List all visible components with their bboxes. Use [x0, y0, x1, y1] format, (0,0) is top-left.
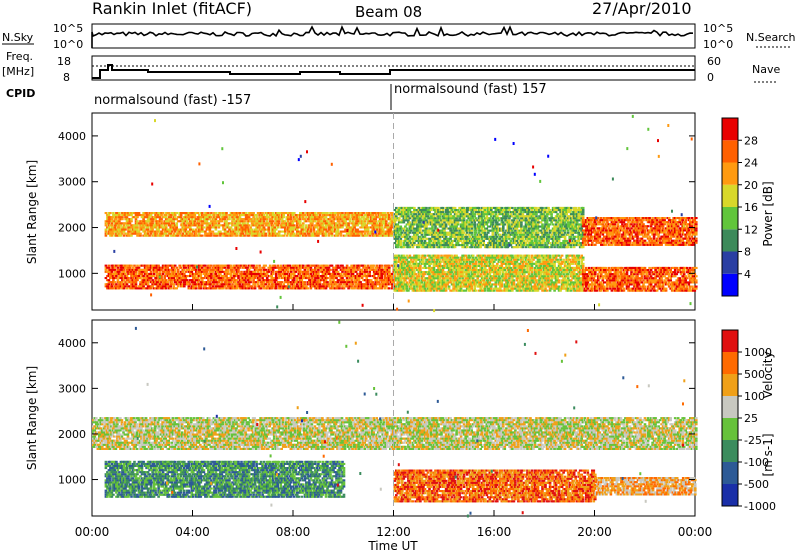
freq-panel [91, 55, 696, 81]
y-tick-label: 1000 [58, 267, 86, 280]
velocity-colorbar-swatch [722, 462, 738, 484]
y-tick-label: 3000 [58, 382, 86, 395]
beam-title: Beam 08 [355, 3, 422, 21]
y-tick-label: 4000 [58, 130, 86, 143]
power-colorbar-tick-label: 8 [744, 246, 751, 259]
scatter-band-4 [393, 254, 585, 292]
power-colorbar-tick-label: 16 [744, 201, 758, 214]
velocity-colorbar-label: Velocity [761, 351, 775, 398]
velocity-colorbar-tick-label: -1000 [744, 500, 776, 513]
power-colorbar-label: Power [dB] [761, 181, 775, 246]
power-colorbar-swatch [722, 207, 738, 230]
cpid-label: CPID [6, 87, 35, 100]
power-colorbar-tick-label: 12 [744, 223, 758, 236]
scatter-noise [134, 320, 686, 518]
scatter-band-5 [581, 217, 698, 246]
freq-trace [92, 64, 695, 79]
x-tick-label: 16:00 [477, 525, 512, 539]
velocity-colorbar-unit: [m s-1] [761, 433, 775, 476]
x-tick-label: 00:00 [678, 525, 713, 539]
velocity-colorbar-tick-label: 25 [744, 412, 758, 425]
power-colorbar-swatch [722, 273, 738, 296]
power-colorbar-tick-label: 20 [744, 179, 758, 192]
scatter-band-1 [104, 212, 396, 237]
velocity-colorbar-swatch [722, 374, 738, 396]
freq-label: Freq. [6, 50, 33, 63]
nsky-label: N.Sky [2, 31, 34, 44]
x-axis-label: Time UT [367, 539, 418, 553]
nave-label: Nave [752, 63, 780, 76]
power-colorbar-swatch [722, 140, 738, 163]
power-colorbar-swatch [722, 118, 738, 141]
station-title: Rankin Inlet (fitACF) [92, 0, 252, 18]
x-tick-label: 04:00 [175, 525, 210, 539]
nsky-trace [91, 25, 694, 48]
x-axis-ticks: 00:00 04:00 08:00 12:00 16:00 20:00 00:00 [75, 304, 713, 539]
scatter-band-1 [92, 417, 698, 450]
nsky-panel [91, 23, 696, 49]
velocity-colorbar-tick-label: 100 [744, 390, 765, 403]
power-heatmap: 1000 2000 3000 4000 [58, 113, 698, 313]
power-tick-top-right: 10^5 [703, 22, 733, 35]
cpid-segment-1: normalsound (fast) -157 [94, 93, 251, 108]
velocity-colorbar-swatch [722, 418, 738, 440]
date-title: 27/Apr/2010 [592, 0, 692, 18]
scatter-band-3 [393, 206, 585, 249]
x-tick-label: 12:00 [376, 525, 411, 539]
velocity-colorbar-swatch [722, 440, 738, 462]
y-tick-label: 3000 [58, 176, 86, 189]
scatter-band-6 [581, 266, 698, 292]
velocity-colorbar: 1000 500 100 25 -25 -100 -500 -1000 [721, 329, 776, 513]
power-tick-top-left: 10^5 [53, 22, 83, 35]
velocity-colorbar-tick-label: 500 [744, 368, 765, 381]
freq-unit: [MHz] [2, 65, 34, 78]
velocity-colorbar-swatch [722, 396, 738, 418]
power-colorbar-swatch [722, 184, 738, 207]
scatter-band-2 [104, 460, 346, 498]
scatter-band-3 [393, 469, 597, 503]
freq-tick-8: 8 [63, 71, 70, 84]
x-tick-label: 20:00 [577, 525, 612, 539]
y-tick-label: 2000 [58, 428, 86, 441]
y-tick-label: 2000 [58, 222, 86, 235]
power-colorbar-tick-label: 24 [744, 157, 758, 170]
power-tick-bottom-left: 10^0 [53, 38, 83, 51]
velocity-colorbar-swatch [722, 330, 738, 352]
y-tick-label: 4000 [58, 337, 86, 350]
scatter-band-4 [594, 477, 697, 496]
freq-tick-18: 18 [57, 55, 71, 68]
power-colorbar-swatch [722, 229, 738, 252]
velocity-colorbar-swatch [722, 352, 738, 374]
nave-tick-60: 60 [707, 55, 721, 68]
power-colorbar-swatch [722, 251, 738, 274]
power-ylabel: Slant Range [km] [25, 160, 39, 264]
power-colorbar: 4 8 12 16 20 24 28 [721, 117, 758, 297]
velocity-colorbar-tick-label: -100 [744, 456, 769, 469]
power-tick-bottom-right: 10^0 [703, 38, 733, 51]
power-colorbar-tick-label: 28 [744, 134, 758, 147]
scatter-noise [113, 114, 693, 313]
power-colorbar-swatch [722, 162, 738, 185]
velocity-colorbar-tick-label: 1000 [744, 346, 772, 359]
power-colorbar-tick-label: 4 [744, 268, 751, 281]
velocity-ylabel: Slant Range [km] [25, 366, 39, 470]
scatter-band-2 [104, 264, 396, 290]
velocity-colorbar-swatch [722, 484, 738, 506]
cpid-segment-2: normalsound (fast) 157 [394, 82, 547, 97]
nsearch-label: N.Search [746, 31, 796, 44]
velocity-colorbar-tick-label: -500 [744, 478, 769, 491]
nave-tick-0: 0 [707, 71, 714, 84]
velocity-colorbar-tick-label: -25 [744, 434, 762, 447]
x-tick-label: 00:00 [75, 525, 110, 539]
y-tick-label: 1000 [58, 474, 86, 487]
x-tick-label: 08:00 [276, 525, 311, 539]
velocity-heatmap: 1000 2000 3000 4000 [58, 320, 698, 518]
